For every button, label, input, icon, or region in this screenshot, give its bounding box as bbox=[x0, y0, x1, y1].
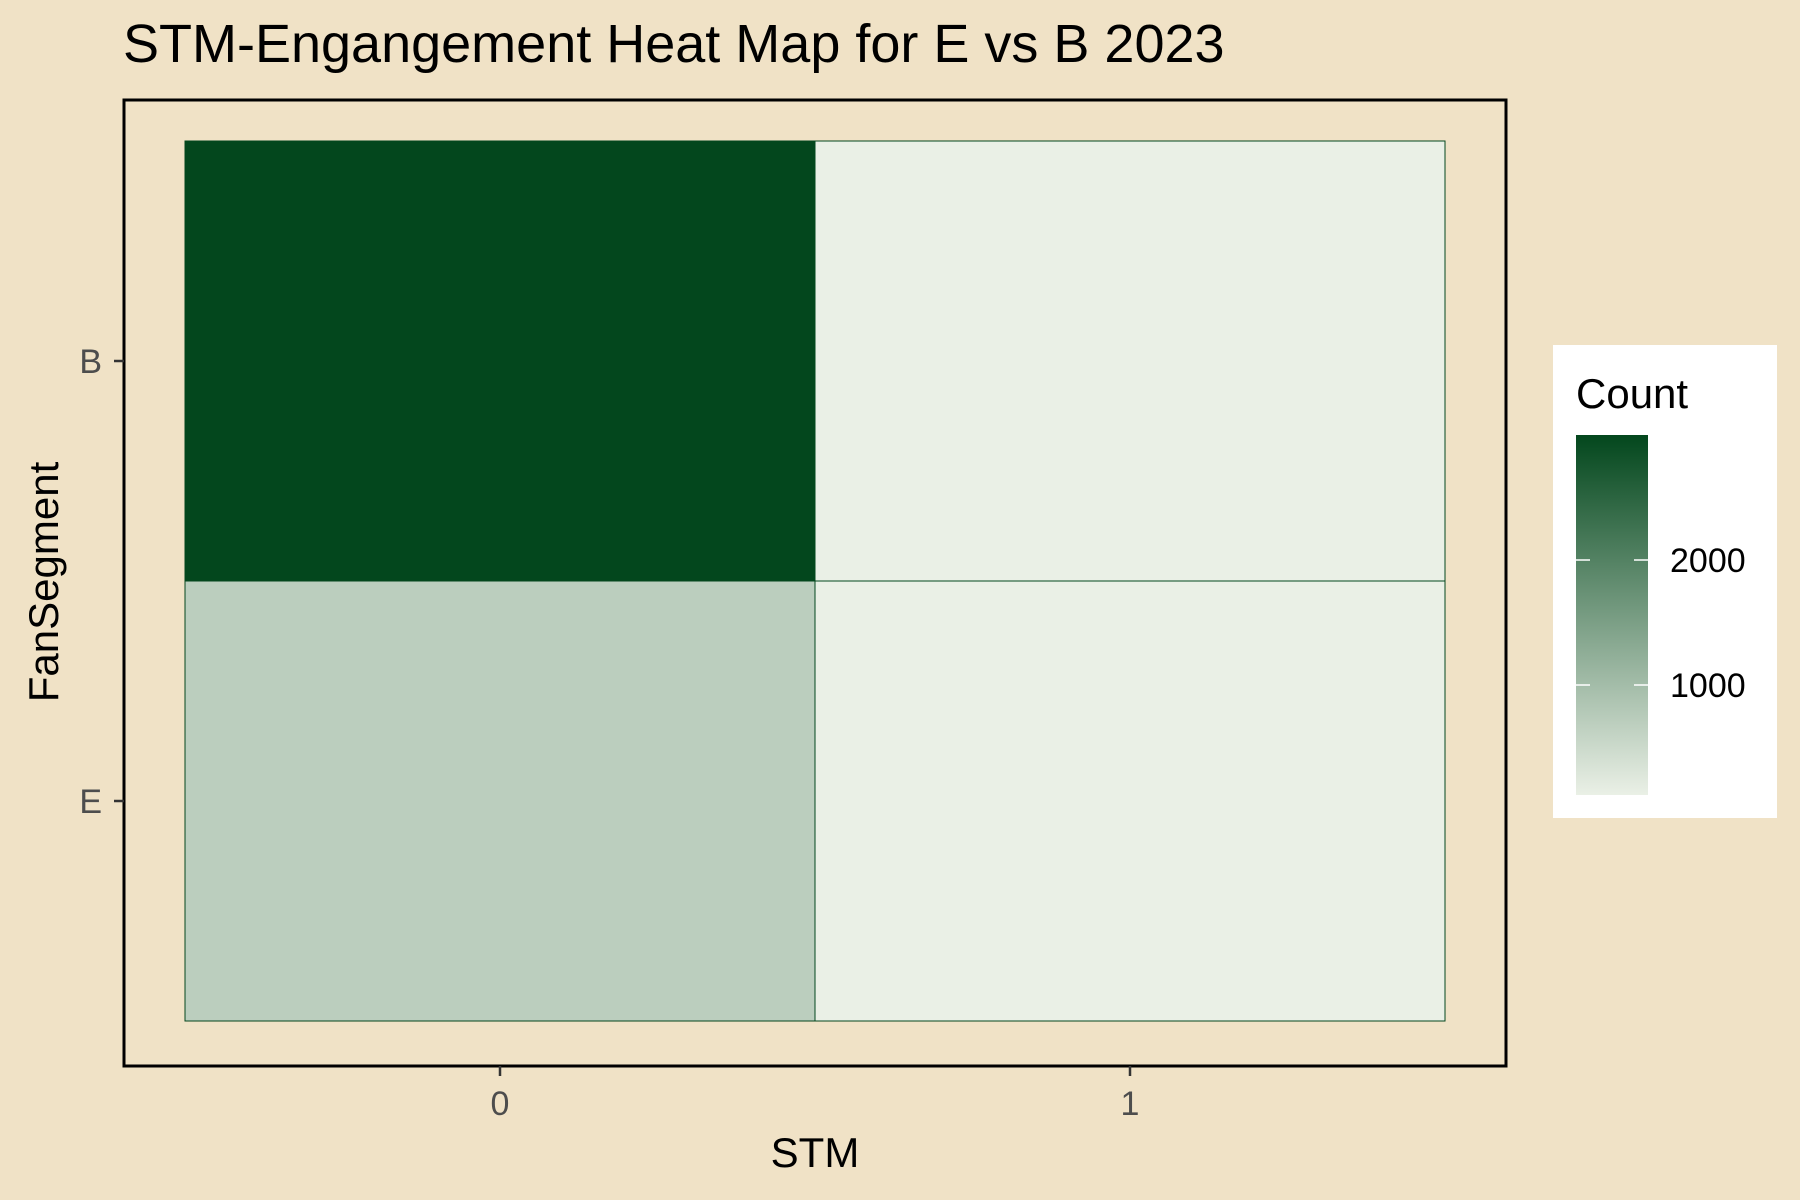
heatmap-cell-1-E bbox=[814, 580, 1446, 1022]
legend-tick-label: 1000 bbox=[1670, 667, 1746, 705]
chart-title: STM-Engangement Heat Map for E vs B 2023 bbox=[123, 14, 1225, 74]
heatmap-tiles bbox=[184, 140, 1446, 1022]
y-tick-label: E bbox=[79, 783, 102, 821]
legend-ticks: 1000 2000 bbox=[1576, 542, 1746, 705]
x-tick-label: 1 bbox=[1121, 1085, 1140, 1123]
y-axis: EB bbox=[79, 343, 124, 821]
y-axis-title: FanSegment bbox=[20, 461, 67, 702]
x-axis-title: STM bbox=[771, 1129, 860, 1176]
heatmap-cell-0-B bbox=[184, 140, 816, 582]
y-tick-label: B bbox=[79, 343, 102, 381]
heatmap-cell-1-B bbox=[814, 140, 1446, 582]
x-tick-label: 0 bbox=[491, 1085, 510, 1123]
legend-colorbar bbox=[1576, 435, 1648, 795]
legend: Count 1000 2000 bbox=[1553, 345, 1777, 818]
legend-tick-label: 2000 bbox=[1670, 542, 1746, 580]
plot-panel-border bbox=[122, 98, 1508, 1068]
heatmap-cell-0-E bbox=[184, 580, 816, 1022]
legend-title: Count bbox=[1576, 370, 1688, 417]
